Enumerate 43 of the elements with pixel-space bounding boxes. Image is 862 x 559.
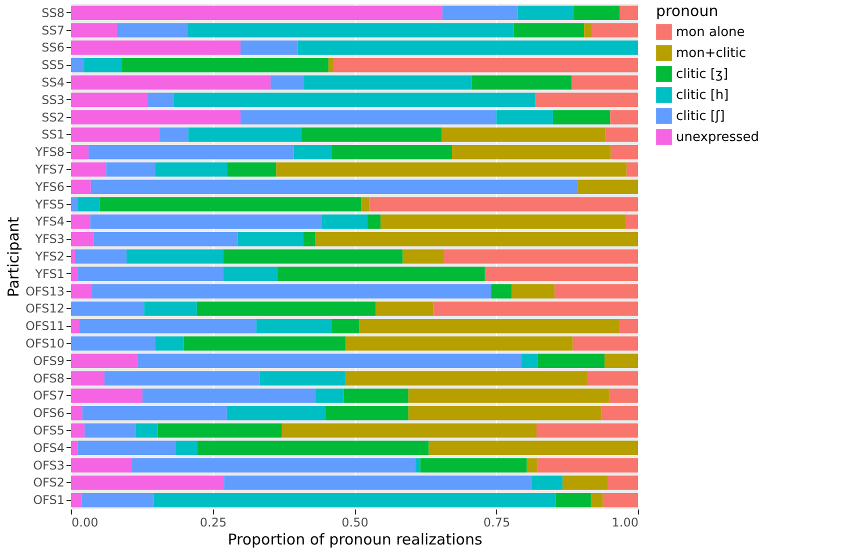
y-tick-label: OFS9 (33, 354, 64, 368)
y-tick-label: SS8 (42, 6, 64, 20)
y-tick-label: SS1 (42, 128, 64, 142)
y-tick-label: OFS13 (25, 284, 64, 298)
x-axis-title: Proportion of pronoun realizations (228, 530, 482, 548)
x-tick-label: 0.00 (72, 516, 98, 530)
legend-title: pronoun (656, 2, 718, 20)
y-tick-label: YFS4 (34, 214, 64, 229)
y-tick-label: SS3 (42, 92, 64, 107)
y-tick-label: YFS1 (34, 266, 64, 281)
y-tick-label: OFS6 (33, 406, 64, 420)
y-tick-label: OFS10 (25, 336, 64, 351)
legend-label: clitic [ʃ] (676, 109, 725, 124)
y-axis-title: Participant (4, 216, 22, 298)
y-tick-label: SS2 (42, 110, 64, 124)
y-tick-label: OFS12 (25, 302, 64, 316)
y-tick-label: YFS3 (34, 232, 64, 246)
y-tick-label: SS4 (42, 75, 64, 90)
x-tick-label: 0.75 (483, 516, 510, 530)
y-tick-label: OFS5 (33, 424, 64, 438)
y-tick-label: SS5 (42, 58, 64, 72)
x-tick-label: 1.00 (612, 516, 638, 530)
legend-label: clitic [h] (676, 88, 729, 103)
x-tick-label: 0.25 (200, 516, 227, 530)
y-tick-label: OFS4 (33, 440, 64, 455)
y-tick-label: OFS1 (33, 493, 64, 508)
y-tick-label: YFS8 (34, 145, 64, 160)
y-tick-label: OFS8 (33, 371, 64, 386)
y-tick-label: OFS2 (33, 476, 64, 490)
x-tick-label: 0.50 (342, 516, 368, 530)
y-tick-label: OFS7 (33, 388, 64, 403)
legend-label: mon alone (676, 25, 745, 40)
y-tick-label: SS6 (42, 40, 64, 55)
y-tick-label: OFS3 (33, 458, 64, 472)
y-tick-label: YFS2 (34, 250, 64, 264)
y-tick-label: YFS6 (34, 180, 64, 194)
y-tick-label: OFS11 (25, 319, 64, 334)
legend-label: unexpressed (676, 130, 760, 145)
legend-label: mon+clitic (676, 46, 746, 61)
legend-label: clitic [ʒ] (676, 67, 728, 82)
y-tick-label: YFS7 (34, 162, 64, 176)
y-tick-label: SS7 (42, 23, 64, 38)
y-tick-label: YFS5 (34, 197, 64, 212)
